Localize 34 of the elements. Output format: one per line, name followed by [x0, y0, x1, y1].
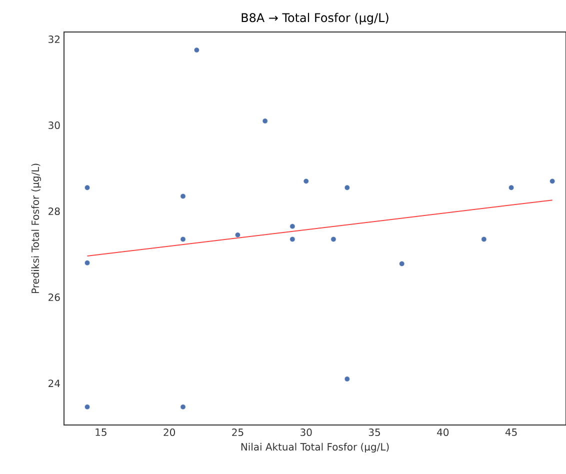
point	[194, 47, 200, 53]
y-tick-label: 32	[48, 36, 60, 44]
y-tick-label: 28	[48, 208, 60, 216]
point	[290, 236, 296, 242]
chart-title: B8A → Total Fosfor (µg/L)	[242, 12, 388, 24]
x-tick-label: 30	[300, 428, 312, 436]
x-tick-label: 40	[437, 428, 449, 436]
point	[344, 184, 350, 190]
point	[481, 236, 487, 242]
point	[330, 236, 336, 242]
point	[234, 232, 240, 238]
point	[508, 184, 514, 190]
point	[180, 404, 186, 410]
point	[550, 178, 556, 184]
point	[84, 184, 90, 190]
y-tick-label: 24	[48, 380, 60, 387]
point	[262, 118, 268, 124]
x-tick-label: 20	[164, 428, 176, 436]
point	[399, 261, 405, 266]
x-tick-label: 35	[368, 428, 380, 436]
point	[303, 178, 309, 184]
x-tick-label: 45	[505, 428, 517, 436]
y-tick-label: 26	[48, 294, 60, 302]
y-tick-label: 30	[48, 122, 60, 130]
point	[180, 236, 186, 242]
x-axis-title: Nilai Aktual Total Fosfor (µg/L)	[241, 442, 389, 453]
point	[290, 224, 296, 230]
point	[344, 376, 350, 382]
y-axis-title: Prediksi Total Fosfor (µg/L)	[31, 164, 41, 294]
x-tick-label: 15	[96, 428, 106, 436]
point	[180, 193, 186, 199]
point	[84, 260, 90, 266]
x-tick-label: 25	[232, 428, 244, 436]
point	[84, 404, 90, 410]
